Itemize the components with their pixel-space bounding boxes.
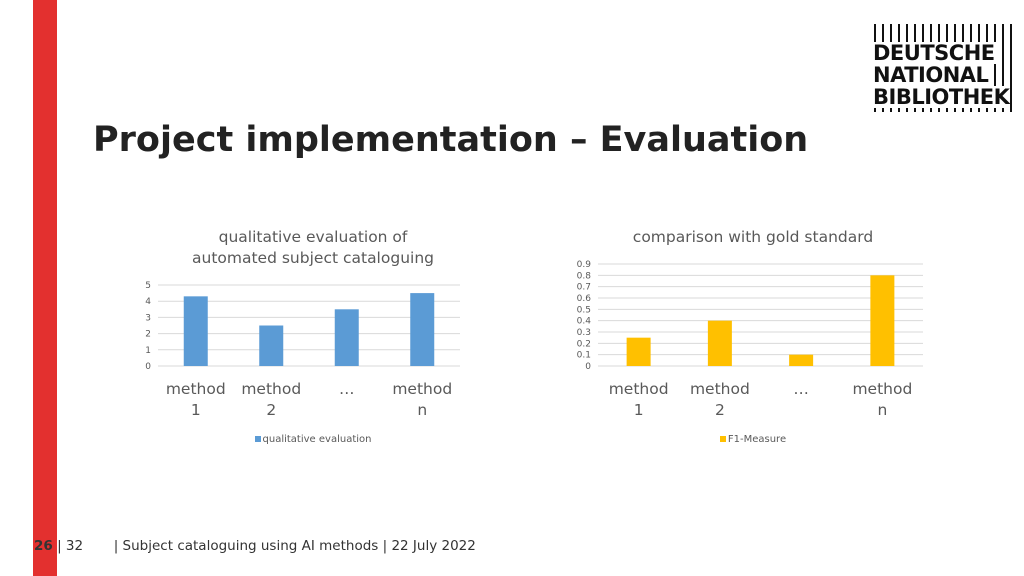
y-tick-label: 0.6 (577, 294, 592, 304)
x-tick-label: method (392, 380, 452, 398)
x-tick-label: method (852, 380, 912, 398)
y-tick-label: 0.4 (577, 317, 592, 327)
legend-swatch (719, 436, 726, 442)
y-tick-label: 1 (145, 346, 151, 356)
x-tick-label: method (241, 380, 301, 398)
gold-standard-chart: comparison with gold standard 0 0.1 0.2 0.3… (573, 222, 933, 452)
x-tick-label: method (166, 380, 226, 398)
legend-label: qualitative evaluation (262, 434, 372, 445)
bar (870, 275, 895, 366)
x-tick-label: … (339, 380, 355, 398)
y-tick-label: 0.1 (577, 351, 591, 361)
x-tick-label: 2 (715, 401, 725, 419)
bar (789, 354, 814, 366)
footer-text: | Subject cataloguing using AI methods |… (113, 538, 476, 554)
x-tick-label: 1 (634, 401, 644, 419)
chart-title-line-1: comparison with gold standard (632, 228, 874, 246)
page-number: 26 (34, 538, 53, 554)
chart-legend: F1-Measure (573, 434, 933, 445)
chart-legend: qualitative evaluation (133, 434, 493, 445)
logo-line-1: DEUTSCHE (873, 41, 996, 65)
y-tick-label: 0.5 (577, 305, 591, 315)
y-tick-label: 0.3 (577, 328, 591, 338)
y-tick-label: 5 (145, 281, 151, 291)
x-tick-label: n (417, 401, 427, 419)
legend-swatch (254, 436, 261, 442)
chart-title-line-1: qualitative evaluation of (218, 228, 408, 246)
y-tick-label: 0.8 (577, 271, 592, 281)
x-tick-label: 2 (266, 401, 276, 419)
logo-line-2: NATIONAL (873, 63, 990, 87)
y-tick-label: 0.7 (577, 283, 591, 293)
y-tick-label: 0.9 (577, 260, 592, 270)
bar (707, 320, 732, 366)
y-tick-label: 0.2 (577, 339, 591, 349)
bar (334, 309, 359, 366)
bar (259, 325, 284, 366)
qualitative-evaluation-chart: qualitative evaluation of automated subj… (133, 222, 493, 452)
page-total: | 32 (57, 538, 84, 554)
chart-plot: 0 1 2 3 4 5 method 1 method 2 … method n (145, 281, 460, 419)
dnb-logo: DEUTSCHE NATIONAL BIBLIOTHEK (873, 24, 1013, 112)
x-tick-label: method (690, 380, 750, 398)
y-tick-label: 0 (585, 362, 591, 372)
slide-title: Project implementation – Evaluation (93, 120, 809, 160)
accent-bar (33, 0, 57, 576)
logo-line-3: BIBLIOTHEK (873, 85, 1011, 109)
chart-title-line-2: automated subject cataloguing (192, 249, 434, 267)
chart-title: comparison with gold standard (573, 227, 933, 248)
y-tick-label: 2 (145, 330, 151, 340)
x-tick-label: … (793, 380, 809, 398)
y-tick-label: 0 (145, 362, 151, 372)
footer: 26 | 32 | Subject cataloguing using AI m… (34, 538, 476, 554)
bar (626, 337, 651, 366)
y-tick-label: 4 (145, 297, 151, 307)
bar (183, 296, 208, 366)
chart-plot: 00.1 0.20.30.4 0.50.60.7 0.80.9 method 1 metho… (577, 260, 923, 419)
x-tick-label: 1 (191, 401, 201, 419)
x-tick-label: n (877, 401, 887, 419)
legend-label: F1-Measure (727, 434, 787, 445)
chart-title: qualitative evaluation of automated subj… (133, 227, 493, 269)
bar (410, 293, 435, 366)
x-tick-label: method (609, 380, 669, 398)
y-tick-label: 3 (145, 313, 151, 323)
